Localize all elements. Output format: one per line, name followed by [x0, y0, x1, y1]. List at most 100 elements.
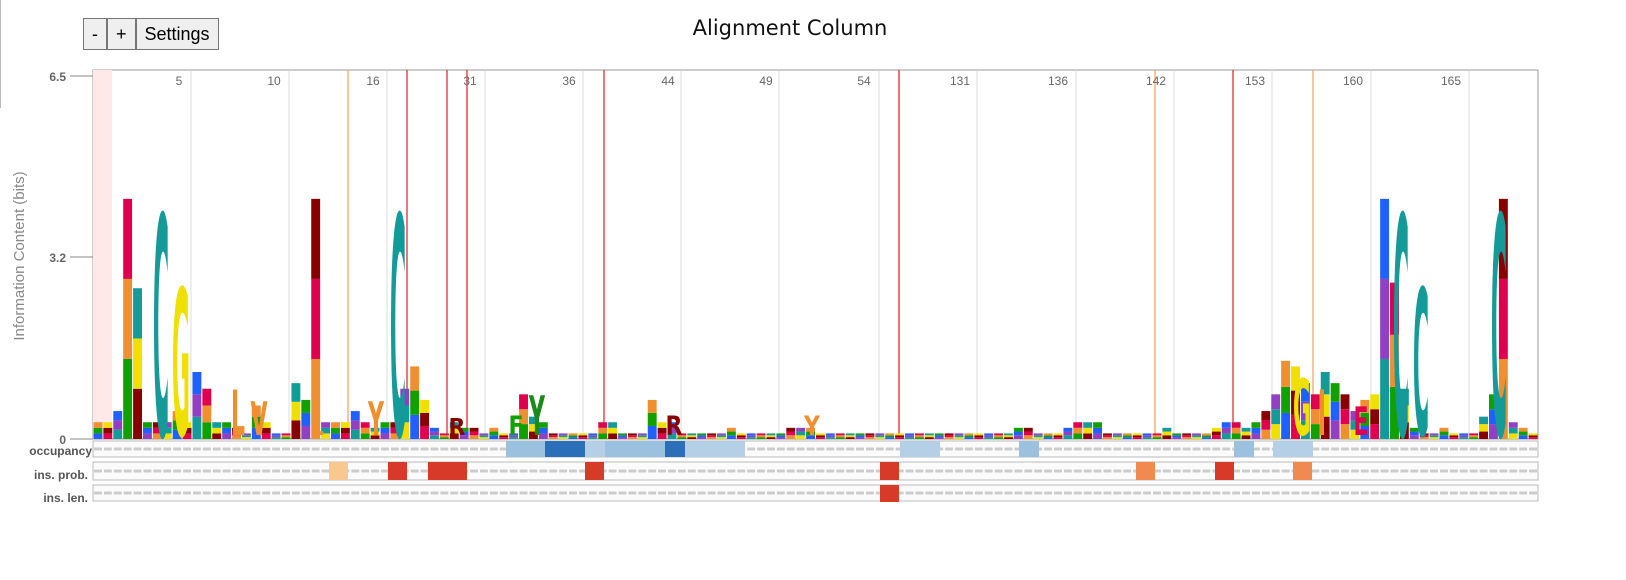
track-cell — [1370, 447, 1379, 451]
track-cell — [1093, 447, 1102, 451]
track-cell — [430, 491, 439, 495]
residue-stack — [499, 433, 509, 436]
residue-stack — [1122, 437, 1132, 439]
track-cell — [123, 447, 132, 451]
track-cell — [489, 447, 498, 451]
residue-stack — [301, 425, 311, 439]
residue-stack — [489, 435, 499, 439]
column-label: 16 — [366, 74, 380, 88]
track-cell — [1261, 447, 1270, 451]
track-cell — [1063, 447, 1072, 451]
residue-stack — [717, 437, 726, 439]
residue-stack — [380, 422, 390, 428]
residue-stack — [608, 433, 618, 439]
residue-stack — [459, 435, 469, 439]
residue-stack — [1360, 412, 1370, 426]
track-cell — [1004, 447, 1013, 451]
residue-stack — [1350, 411, 1360, 421]
residue-stack — [1201, 437, 1211, 439]
residue-stack — [924, 435, 934, 438]
residue-stack — [340, 433, 350, 439]
residue-stack — [558, 433, 568, 436]
track-cell — [1331, 469, 1340, 473]
track-cell — [1341, 491, 1349, 495]
track-cell — [1380, 447, 1389, 451]
track-cell — [1153, 491, 1161, 495]
track-cell — [1073, 491, 1082, 495]
track-cell — [1222, 447, 1231, 451]
track-cell — [321, 491, 330, 495]
residue-stack — [1429, 433, 1439, 436]
residue-stack — [1330, 383, 1340, 402]
track-cell — [578, 491, 587, 495]
track-cell — [786, 447, 795, 451]
residue-stack — [281, 433, 291, 436]
y-tick-label: 0 — [59, 433, 66, 447]
zoom-in-button[interactable]: + — [107, 18, 136, 50]
residue-stack — [1182, 437, 1192, 439]
residue-stack — [142, 422, 152, 428]
residue-stack — [1053, 435, 1063, 438]
residue-stack — [1528, 433, 1538, 436]
residue-letter: C — [390, 154, 406, 507]
track-cell — [1044, 469, 1053, 473]
residue-stack — [241, 433, 251, 436]
track-cell — [1529, 469, 1537, 473]
residue-stack — [776, 433, 786, 436]
track-cell — [1410, 491, 1419, 495]
track-cell — [321, 469, 330, 473]
residue-stack — [142, 427, 152, 434]
residue-stack — [400, 405, 410, 423]
track-cell — [479, 447, 488, 451]
track-cell — [351, 469, 360, 473]
track-cell — [529, 469, 538, 473]
track-cell — [410, 447, 419, 451]
settings-button[interactable]: Settings — [135, 18, 219, 50]
residue-stack — [736, 437, 746, 439]
track-cell — [1014, 469, 1023, 473]
residue-stack — [588, 435, 598, 438]
track-cell — [381, 447, 389, 451]
residue-stack — [1172, 437, 1182, 439]
residue-stack — [1380, 358, 1390, 439]
residue-stack — [746, 437, 756, 439]
residue-stack — [439, 433, 449, 436]
track-cell — [846, 469, 855, 473]
residue-stack — [984, 435, 994, 438]
residue-stack — [281, 437, 291, 439]
residue-stack — [558, 435, 568, 438]
track-cell — [232, 469, 241, 473]
track-cell — [707, 469, 716, 473]
track-cell — [262, 447, 271, 451]
residue-stack — [222, 427, 232, 434]
residue-stack — [1281, 360, 1291, 387]
residue-stack — [578, 435, 588, 438]
insert-prob-cell — [1136, 462, 1155, 480]
residue-stack — [410, 390, 420, 415]
track-cell — [1400, 469, 1409, 473]
track-cell — [1380, 491, 1389, 495]
track-cell — [865, 491, 874, 495]
residue-stack — [93, 422, 103, 428]
track-cell — [796, 469, 805, 473]
residue-stack — [1103, 433, 1112, 436]
track-cell — [677, 469, 686, 473]
residue-letter: Y — [367, 392, 384, 447]
zoom-out-button[interactable]: - — [83, 18, 107, 50]
residue-stack — [261, 433, 271, 439]
residue-letter: V — [250, 392, 267, 447]
track-cell — [955, 469, 963, 473]
track-cell — [509, 469, 518, 473]
residue-stack — [1360, 399, 1370, 413]
track-cell — [252, 491, 261, 495]
residue-stack — [420, 425, 430, 439]
track-cell — [1281, 491, 1290, 495]
residue-stack — [885, 435, 895, 438]
residue-stack — [895, 435, 905, 438]
track-cell — [1103, 447, 1112, 451]
track-cell — [311, 491, 320, 495]
track-cell — [1212, 447, 1221, 451]
residue-stack — [459, 427, 469, 432]
residue-stack — [1083, 422, 1093, 428]
